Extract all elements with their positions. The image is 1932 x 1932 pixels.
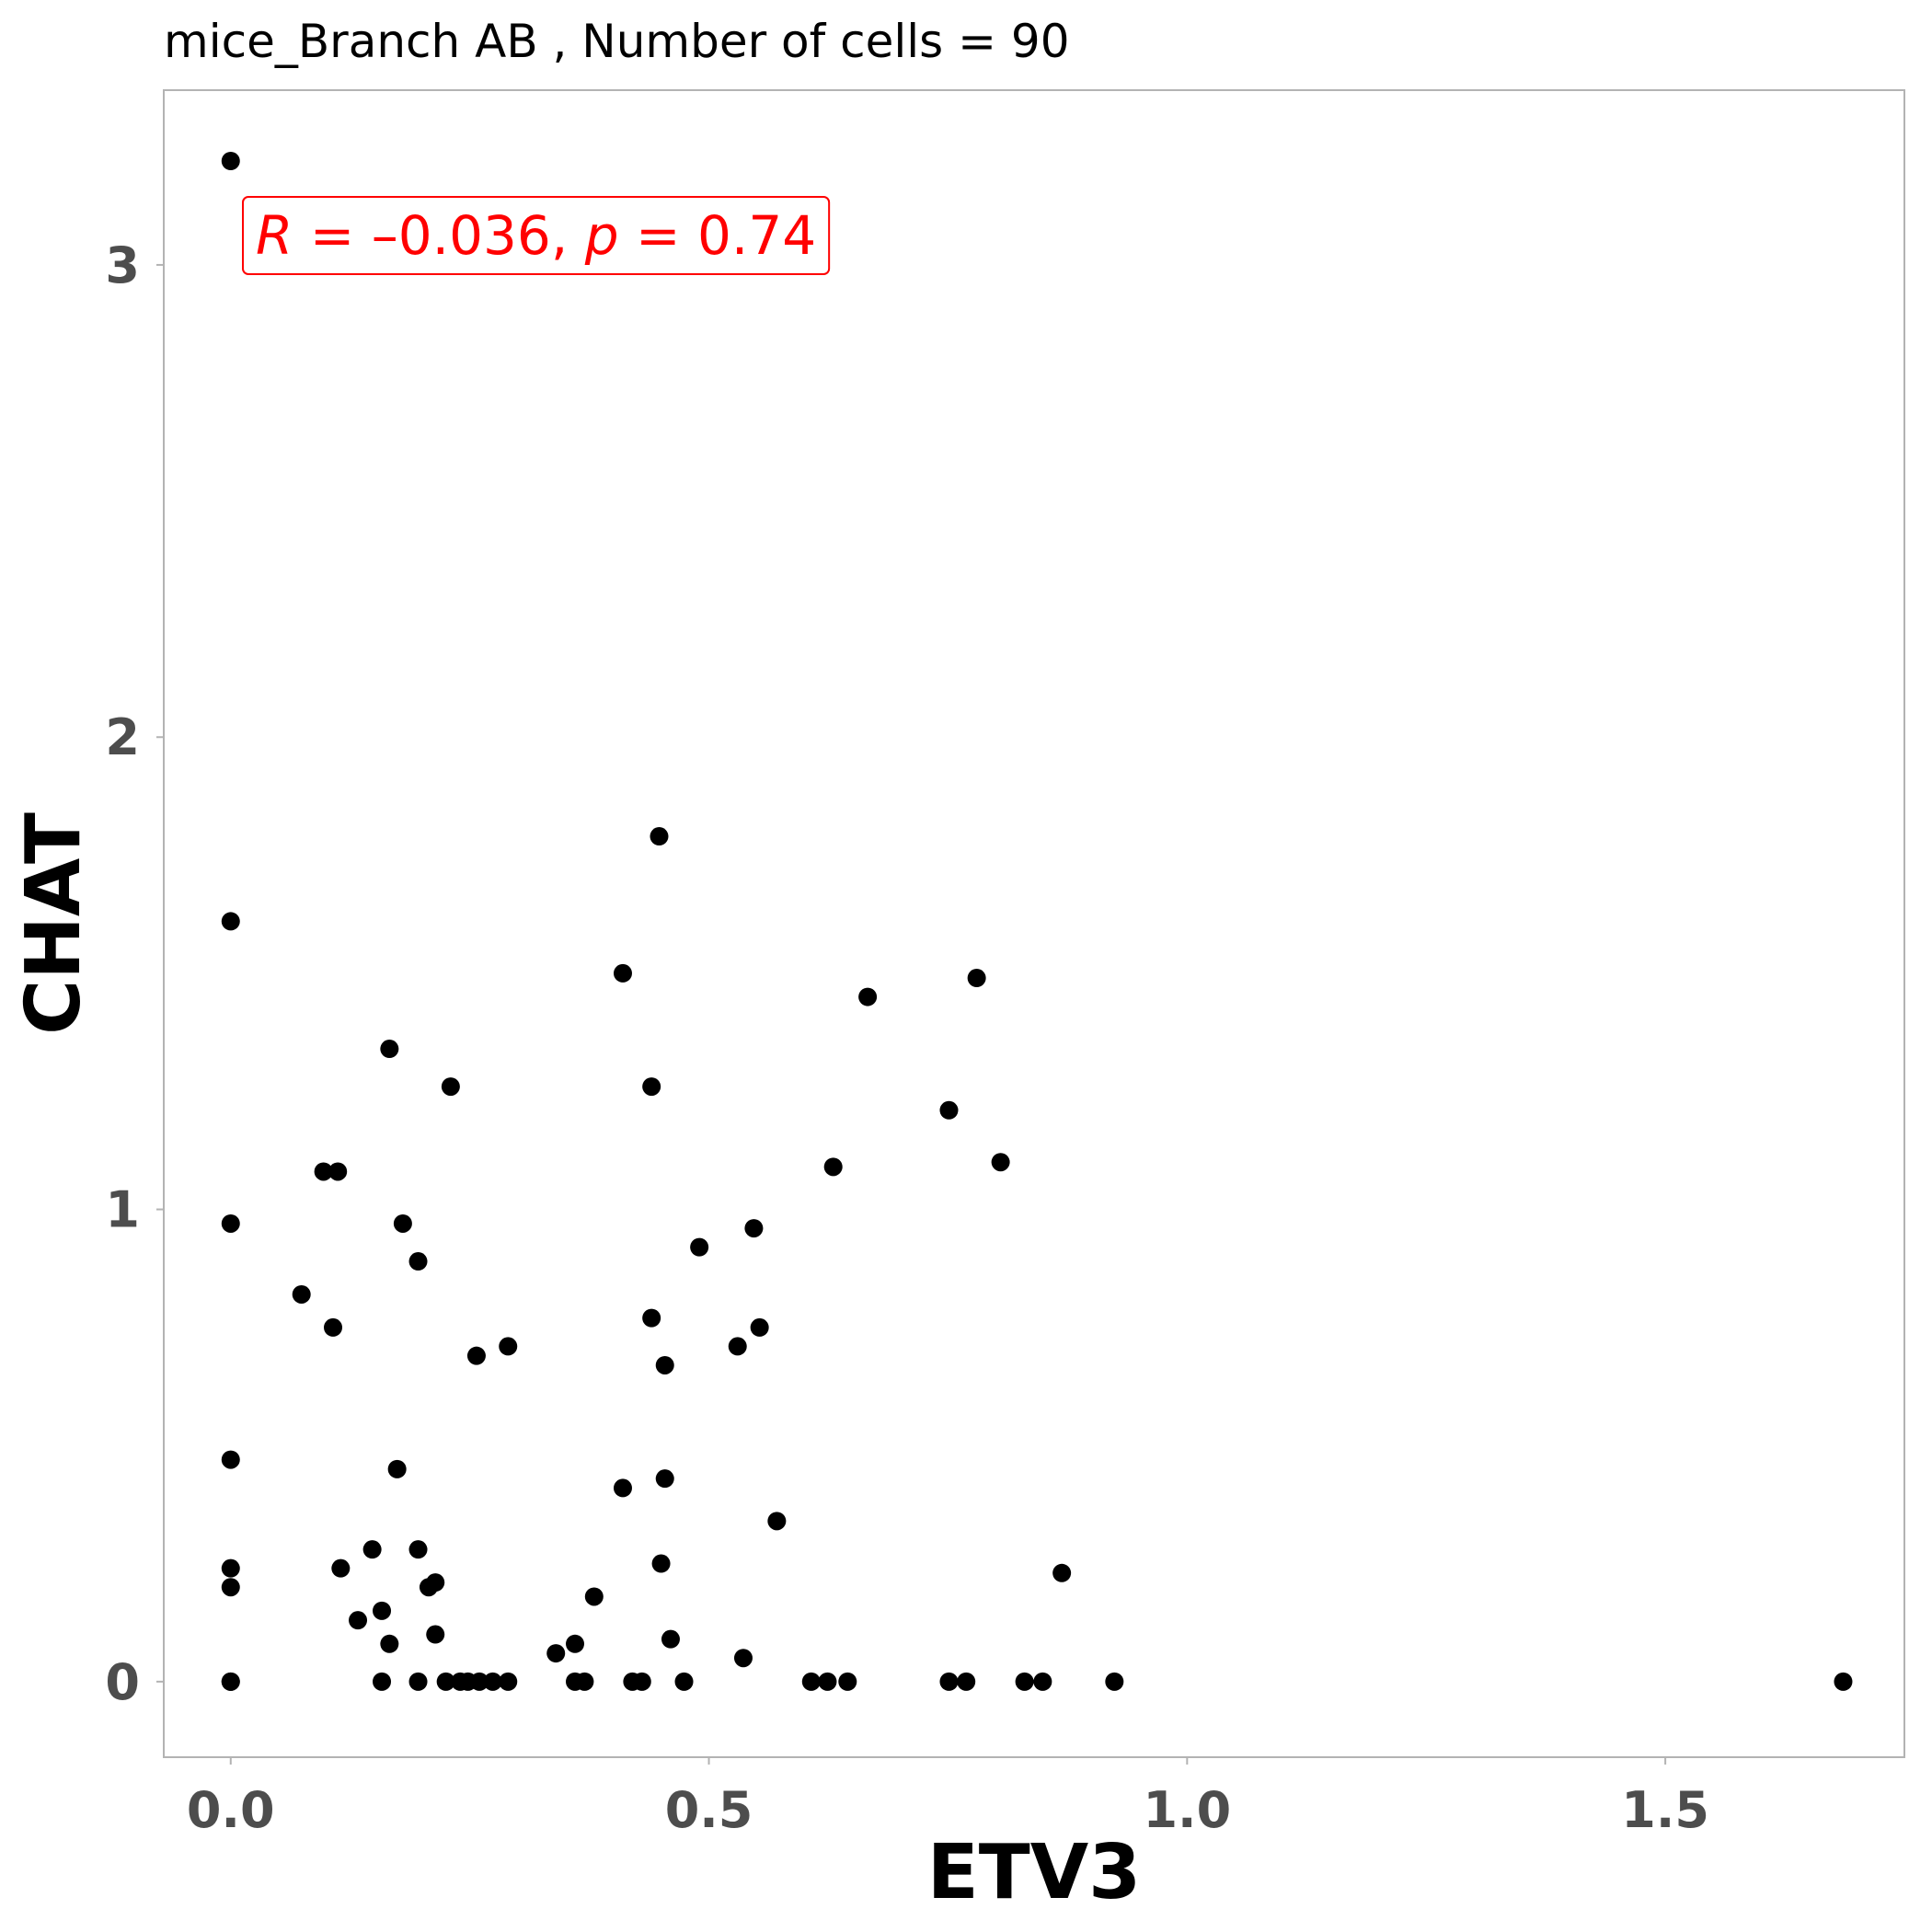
data-point	[324, 1317, 343, 1337]
data-point	[823, 1157, 843, 1177]
data-point	[373, 1601, 392, 1620]
data-point	[655, 1469, 674, 1489]
data-point	[750, 1317, 769, 1337]
data-point	[441, 1077, 460, 1097]
y-tick-label: 1	[105, 1181, 140, 1239]
p-value: = 0.74	[619, 204, 817, 267]
data-point	[349, 1611, 368, 1630]
data-point	[436, 1672, 455, 1691]
data-point	[939, 1672, 959, 1691]
data-point	[661, 1629, 680, 1649]
data-point	[387, 1459, 407, 1478]
data-point	[380, 1634, 399, 1653]
x-tick-label: 1.5	[1621, 1781, 1709, 1839]
data-point	[408, 1252, 428, 1271]
data-point	[221, 912, 240, 931]
data-point	[221, 1672, 240, 1691]
data-point	[651, 1554, 671, 1573]
data-point	[221, 1578, 240, 1597]
data-point	[331, 1558, 351, 1578]
data-point	[939, 1100, 959, 1120]
p-symbol: p	[584, 204, 619, 267]
data-point	[373, 1672, 392, 1691]
data-point	[499, 1672, 518, 1691]
data-point	[690, 1237, 709, 1257]
data-point	[801, 1672, 821, 1691]
data-point	[674, 1672, 694, 1691]
data-point	[499, 1337, 518, 1356]
y-tick-label: 3	[105, 236, 140, 294]
data-point	[408, 1672, 428, 1691]
data-point	[728, 1337, 747, 1356]
annotation-box	[242, 196, 831, 275]
data-point	[1015, 1672, 1034, 1691]
data-point	[650, 827, 669, 846]
y-tick-label: 2	[105, 708, 140, 766]
x-axis-label: ETV3	[927, 1829, 1141, 1916]
data-point	[470, 1672, 489, 1691]
data-point	[221, 1558, 240, 1578]
annotation-text: R = –0.036, p = 0.74	[256, 204, 816, 267]
data-point	[1105, 1672, 1124, 1691]
data-point	[380, 1040, 399, 1059]
r-symbol: R	[256, 204, 293, 267]
data-point	[642, 1077, 661, 1097]
data-point	[733, 1649, 753, 1668]
data-point	[632, 1672, 651, 1691]
data-point	[483, 1672, 502, 1691]
data-point	[566, 1634, 585, 1653]
data-point	[584, 1587, 604, 1606]
correlation-annotation: R = –0.036, p = 0.74	[242, 196, 831, 275]
data-point	[221, 151, 240, 170]
data-points	[221, 151, 1853, 1691]
x-tick-label: 0.5	[665, 1781, 753, 1839]
data-point	[1033, 1672, 1052, 1691]
data-point	[575, 1672, 594, 1691]
data-point	[1052, 1563, 1072, 1582]
data-point	[858, 987, 878, 1006]
data-point	[767, 1512, 787, 1531]
data-point	[991, 1153, 1010, 1172]
y-tick-label: 0	[105, 1653, 140, 1711]
data-point	[426, 1573, 445, 1593]
data-point	[957, 1672, 976, 1691]
data-point	[362, 1540, 382, 1559]
chart-title: mice_Branch AB , Number of cells = 90	[164, 15, 1070, 68]
data-point	[328, 1162, 348, 1181]
data-point	[967, 969, 986, 988]
data-point	[642, 1308, 661, 1328]
data-point	[314, 1162, 333, 1181]
r-value: = –0.036,	[293, 204, 584, 267]
data-point	[655, 1355, 674, 1374]
data-point	[1834, 1672, 1853, 1691]
plot-panel	[163, 89, 1905, 1758]
x-tick-label: 1.0	[1143, 1781, 1231, 1839]
y-axis-label: CHAT	[10, 812, 98, 1035]
data-point	[221, 1213, 240, 1233]
data-point	[613, 963, 632, 983]
x-tick-label: 0.0	[187, 1781, 275, 1839]
y-axis-ticks: 0 1 2 3	[105, 236, 164, 1711]
data-point	[292, 1284, 311, 1304]
data-point	[838, 1672, 857, 1691]
data-point	[221, 1450, 240, 1469]
data-point	[818, 1672, 837, 1691]
x-axis-ticks: 0.0 0.5 1.0 1.5	[187, 1757, 1709, 1839]
data-point	[393, 1213, 412, 1233]
data-point	[546, 1644, 566, 1663]
data-point	[744, 1219, 764, 1238]
data-point	[613, 1478, 632, 1498]
data-point	[466, 1346, 486, 1365]
data-point	[426, 1625, 445, 1644]
data-point	[408, 1540, 428, 1559]
